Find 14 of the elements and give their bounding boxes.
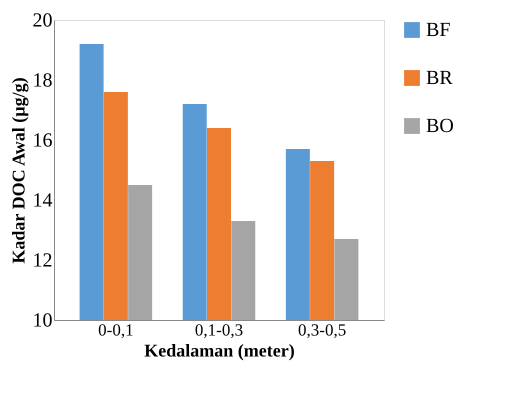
legend-label: BF [426,19,450,41]
legend-label: BO [426,115,454,137]
x-tick-label: 0,1-0,3 [194,320,244,340]
y-tick-label: 14 [32,190,52,212]
y-tick-label: 20 [32,10,52,32]
x-tick-label: 0,3-0,5 [298,320,346,340]
y-tick-label: 16 [32,130,52,152]
y-tick-label: 10 [32,310,52,332]
x-axis-title: Kedalaman (meter) [144,340,295,360]
y-tick-label: 18 [32,70,52,92]
y-tick-label: 12 [32,250,52,272]
y-axis-title: Kadar DOC Awal (µg/g) [8,77,28,264]
x-tick-label: 0-0,1 [98,320,134,340]
legend-label: BR [426,67,454,89]
